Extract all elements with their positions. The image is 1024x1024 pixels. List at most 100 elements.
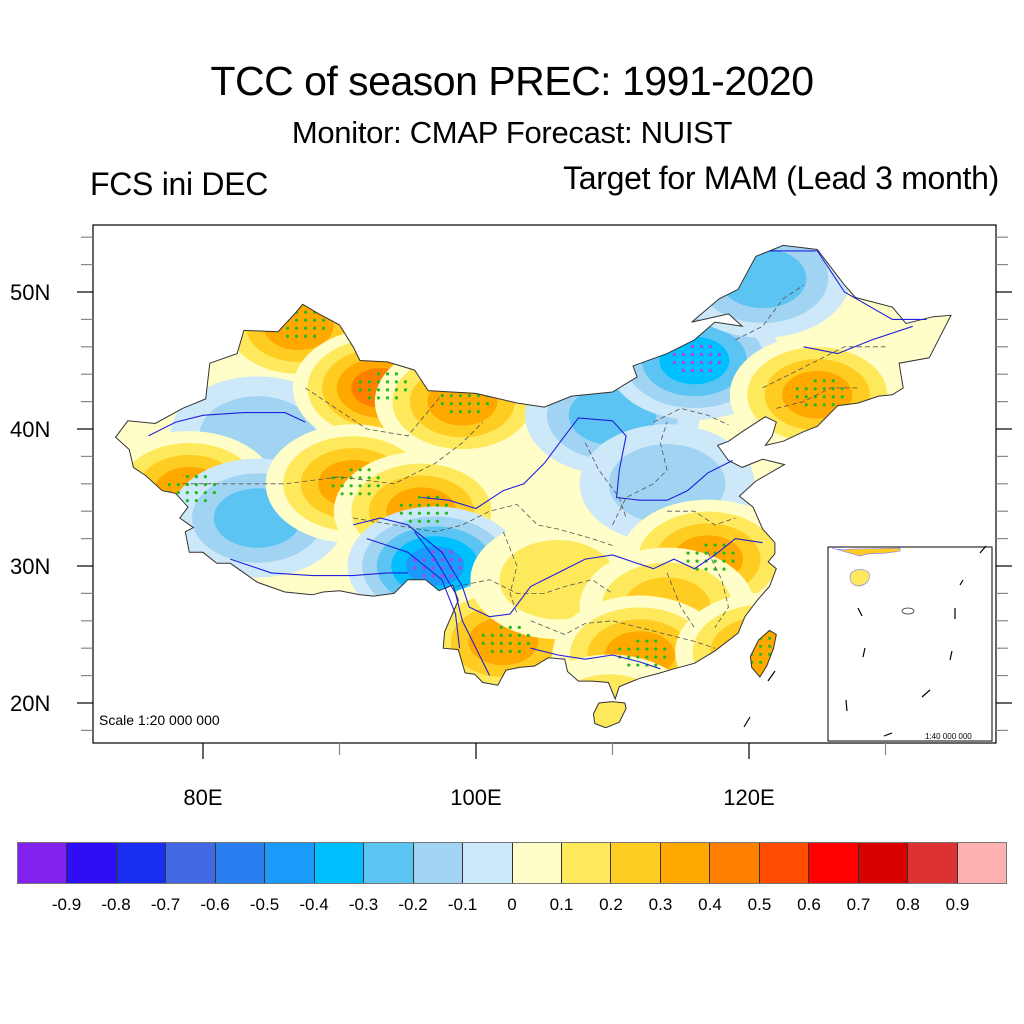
stipple-dot — [194, 475, 198, 479]
stipple-dot — [417, 511, 421, 515]
stipple-dot — [517, 641, 521, 645]
stipple-dot — [203, 499, 207, 503]
colorbar — [17, 842, 1007, 884]
province-boundary — [502, 531, 518, 615]
stipple-dot — [194, 491, 198, 495]
stipple-dot — [708, 352, 713, 357]
stipple-dot — [203, 491, 207, 495]
stipple-dot — [321, 326, 326, 330]
stipple-dot — [394, 380, 399, 384]
stipple-dot — [367, 388, 372, 392]
y-tick-label: 40N — [10, 417, 50, 442]
stipple-dot — [636, 639, 640, 643]
stipple-dot — [376, 484, 380, 488]
stipple-dot — [376, 372, 381, 376]
stipple-dot — [394, 388, 399, 392]
province-boundary — [653, 407, 729, 426]
stipple-dot — [321, 318, 326, 322]
chart-title: TCC of season PREC: 1991-2020 — [210, 58, 814, 104]
stipple-dot — [476, 410, 480, 414]
stipple-dot — [840, 387, 844, 391]
stipple-dot — [654, 639, 658, 643]
stipple-dot — [695, 551, 699, 555]
stipple-dot — [627, 647, 631, 651]
stipple-dot — [431, 574, 435, 578]
stipple-dot — [426, 519, 430, 523]
province-boundary — [530, 620, 716, 649]
stipple-dot — [490, 641, 494, 645]
stipple-dot — [795, 395, 799, 399]
stipple-dot — [467, 402, 471, 406]
colorbar-label: -0.9 — [51, 895, 82, 914]
colorbar-swatch — [512, 843, 562, 883]
inset-scale-label: 1:40 000 000 — [925, 732, 972, 741]
stipple-dot — [690, 352, 695, 357]
colorbar-label: 0 — [507, 895, 517, 914]
stipple-dot — [708, 360, 713, 365]
stipple-dot — [331, 484, 335, 488]
stipple-dot — [636, 655, 640, 659]
colorbar-label: 0.8 — [896, 895, 920, 914]
colorbar-label: -0.2 — [398, 895, 428, 914]
stipple-dot — [185, 475, 189, 479]
colorbar-label: -0.8 — [101, 895, 131, 914]
x-tick-label: 120E — [723, 785, 774, 810]
colorbar-label: 0.9 — [945, 895, 970, 914]
stipple-dot — [699, 352, 704, 357]
stipple-dot — [508, 649, 512, 653]
right-annotation: Target for MAM (Lead 3 month) — [563, 160, 999, 196]
river-pearl — [530, 647, 661, 670]
stipple-dot — [440, 402, 444, 406]
stipple-dot — [759, 660, 763, 664]
stipple-dot — [627, 655, 631, 659]
colorbar-label: -0.6 — [200, 895, 230, 914]
stipple-dot — [508, 625, 512, 629]
stipple-dot — [722, 543, 726, 547]
colorbar-swatch — [314, 843, 365, 883]
stipple-dot — [481, 633, 485, 637]
colorbar-swatch — [463, 843, 513, 883]
stipple-dot — [699, 368, 704, 373]
stipple-dot — [822, 387, 826, 391]
colorbar-swatch — [67, 843, 117, 883]
stipple-dot — [367, 492, 371, 496]
province-boundary — [776, 387, 859, 409]
stipple-dot — [681, 368, 686, 373]
stipple-dot — [768, 636, 772, 640]
stipple-dot — [203, 475, 207, 479]
stipple-dot — [654, 663, 658, 667]
stipple-dot — [708, 368, 713, 373]
stipple-dot — [444, 511, 448, 515]
stipple-dot — [831, 403, 835, 407]
stipple-dot — [840, 395, 844, 399]
stipple-dot — [340, 492, 344, 496]
stipple-dot — [636, 663, 640, 667]
stipple-dot — [704, 551, 708, 555]
stipple-dot — [645, 655, 649, 659]
stipple-dot — [695, 567, 699, 571]
stipple-dot — [294, 326, 299, 330]
stipple-dot — [618, 647, 622, 651]
stipple-dot — [704, 543, 708, 547]
stipple-dot — [358, 484, 362, 488]
province-boundary — [305, 387, 443, 437]
stipple-dot — [394, 372, 399, 376]
stipple-dot — [385, 372, 390, 376]
stipple-dot — [759, 652, 763, 656]
river-songhua — [803, 325, 913, 355]
colorbar-swatch — [660, 843, 711, 883]
river-lancang — [414, 531, 491, 676]
inset-nine-dash-line — [845, 545, 987, 737]
stipple-dot — [444, 503, 448, 507]
stipple-dot — [349, 484, 353, 488]
stipple-dot — [476, 402, 480, 406]
stipple-dot — [627, 663, 631, 667]
stipple-dot — [399, 511, 403, 515]
province-boundary — [762, 346, 886, 389]
y-tick-label: 50N — [10, 280, 50, 305]
stipple-dot — [185, 499, 189, 503]
stipple-dot — [417, 495, 421, 499]
stipple-dot — [822, 395, 826, 399]
stipple-dot — [167, 483, 171, 487]
